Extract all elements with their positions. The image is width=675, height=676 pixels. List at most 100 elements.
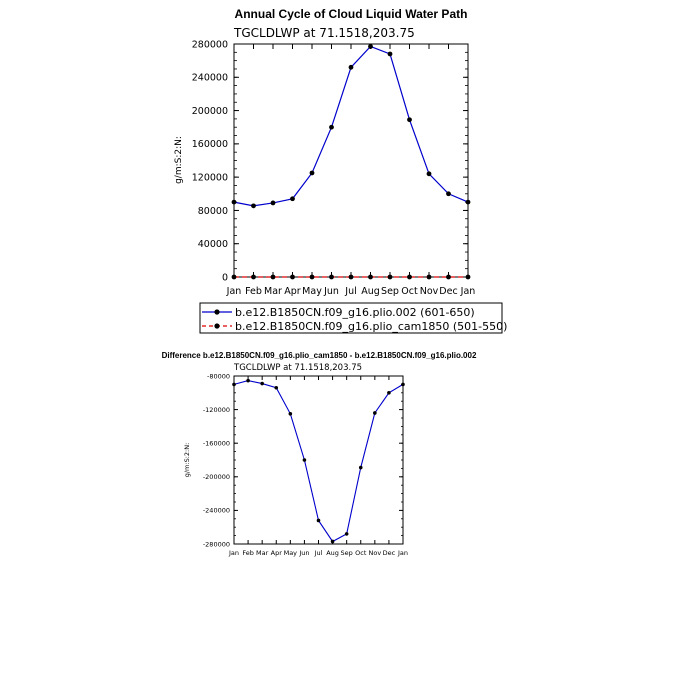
series-2-point: [251, 274, 256, 280]
series-1-point: [309, 170, 315, 176]
chart2-y-axis: -80000 -120000 -160000 -200000 -240000 -28000…: [203, 372, 403, 548]
series-1-point: [232, 382, 236, 387]
series-2-point: [348, 274, 354, 280]
x-tick-label: Aug: [361, 286, 380, 297]
y-tick-label: 80000: [198, 206, 228, 217]
y-tick-label: 160000: [192, 139, 228, 150]
series-1-point: [373, 411, 377, 415]
series-1-point: [348, 64, 354, 70]
chart1-title: Annual Cycle of Cloud Liquid Water Path: [235, 7, 468, 21]
x-tick-label: Jan: [228, 549, 239, 557]
x-tick-label: Jan: [397, 549, 408, 557]
chart1-subtitle: TGCLDLWP at 71.1518,203.75: [233, 26, 415, 40]
series-1-point: [316, 518, 321, 523]
series-1-point: [251, 203, 256, 209]
series-1-point: [387, 391, 391, 395]
x-tick-label: Dec: [383, 549, 396, 557]
x-tick-label: Mar: [264, 286, 282, 297]
x-tick-label: Feb: [242, 549, 254, 557]
series-1-point: [302, 458, 307, 462]
series-2-point: [231, 274, 237, 280]
x-tick-label: Mar: [256, 549, 269, 557]
series-2-point: [368, 274, 373, 280]
x-tick-label: Oct: [355, 549, 367, 557]
y-tick-label: -120000: [203, 406, 230, 414]
chart1-legend: b.e12.B1850CN.f09_g16.plio.002 (601-650)…: [199, 302, 507, 334]
series-1-point: [330, 539, 335, 544]
series-2-point: [290, 274, 295, 280]
series-line-1: [233, 45, 469, 207]
y-tick-label: -200000: [203, 473, 230, 481]
series-1-point: [329, 124, 334, 130]
series-1-point: [270, 200, 276, 206]
y-tick-label: 120000: [192, 172, 228, 183]
legend-label-series-2: b.e12.B1850CN.f09_g16.plio_cam1850 (501-…: [235, 320, 507, 333]
series-2-point: [329, 274, 334, 280]
legend-box: [199, 302, 503, 334]
x-tick-label: Sep: [381, 286, 399, 297]
series-1-point: [358, 465, 363, 470]
y-tick-label: 280000: [192, 39, 228, 50]
y-tick-label: 40000: [198, 239, 228, 250]
legend-label-series-1: b.e12.B1850CN.f09_g16.plio.002 (601-650): [235, 306, 475, 319]
x-tick-label: Nov: [368, 549, 381, 557]
series-1-point: [231, 199, 237, 205]
chart2-title: Difference b.e12.B1850CN.f09_g16.plio_ca…: [162, 351, 477, 360]
y-tick-label: 240000: [192, 73, 228, 84]
series-1-point: [446, 191, 451, 197]
x-tick-label: Jul: [314, 549, 323, 557]
x-tick-label: Apr: [271, 549, 283, 557]
x-tick-label: Sep: [341, 549, 353, 557]
series-1-point: [368, 44, 373, 49]
series-1-point: [344, 532, 349, 536]
x-tick-label: Jun: [298, 549, 309, 557]
chart2-ylabel: g/m:S:2:N:: [183, 443, 191, 478]
series-1-point: [465, 199, 471, 205]
series-1-point: [246, 378, 250, 383]
chart1-y-axis: 0 40000 80000 120000 160000 200000 240000 28000…: [192, 39, 468, 283]
legend-marker-series-1: [214, 309, 220, 315]
series-2-point: [426, 274, 432, 280]
y-tick-label: -80000: [207, 372, 230, 380]
chart1-plot-frame: [233, 43, 469, 278]
chart2-series: [232, 378, 405, 544]
y-tick-label: 0: [222, 272, 228, 283]
x-tick-label: Jan: [226, 286, 242, 297]
series-1-point: [290, 196, 295, 202]
chart2-x-axis: Jan Feb Mar Apr May Jun Jul Aug Sep Oct Nov Dec Jan: [228, 376, 408, 557]
x-tick-label: Nov: [420, 286, 439, 297]
series-2-point: [407, 274, 412, 280]
x-tick-label: May: [284, 549, 298, 557]
series-1-point: [288, 412, 293, 416]
chart-difference: Difference b.e12.B1850CN.f09_g16.plio_ca…: [162, 351, 477, 557]
series-2-point: [387, 274, 393, 280]
x-tick-label: Jan: [460, 286, 476, 297]
x-tick-label: Feb: [245, 286, 262, 297]
x-tick-label: Jul: [344, 286, 356, 297]
series-1-point: [260, 381, 264, 386]
y-tick-label: -160000: [203, 439, 230, 447]
series-2-point: [270, 274, 276, 280]
series-1-point: [407, 117, 412, 123]
chart-annual-cycle: Annual Cycle of Cloud Liquid Water Path …: [174, 7, 507, 334]
y-tick-label: 200000: [192, 106, 228, 117]
x-tick-label: May: [302, 286, 322, 297]
series-1-point: [387, 51, 393, 57]
series-2-point: [446, 274, 451, 280]
chart1-ylabel: g/m:S:2:N:: [174, 136, 184, 184]
series-line-1: [233, 380, 404, 543]
legend-marker-series-2: [214, 323, 220, 329]
series-1-point: [274, 385, 279, 390]
x-tick-label: Jun: [323, 286, 339, 297]
series-1-point: [426, 171, 432, 177]
chart1-x-axis: Jan Feb Mar Apr May Jun Jul Aug Sep Oct Nov Dec Jan: [226, 44, 476, 297]
chart1-series: [231, 44, 471, 280]
series-2-point: [309, 274, 315, 280]
chart2-subtitle: TGCLDLWP at 71.1518,203.75: [233, 363, 362, 373]
series-2-point: [465, 274, 471, 280]
x-tick-label: Dec: [439, 286, 457, 297]
x-tick-label: Oct: [401, 286, 418, 297]
series-1-point: [401, 382, 405, 387]
y-tick-label: -280000: [203, 540, 230, 548]
